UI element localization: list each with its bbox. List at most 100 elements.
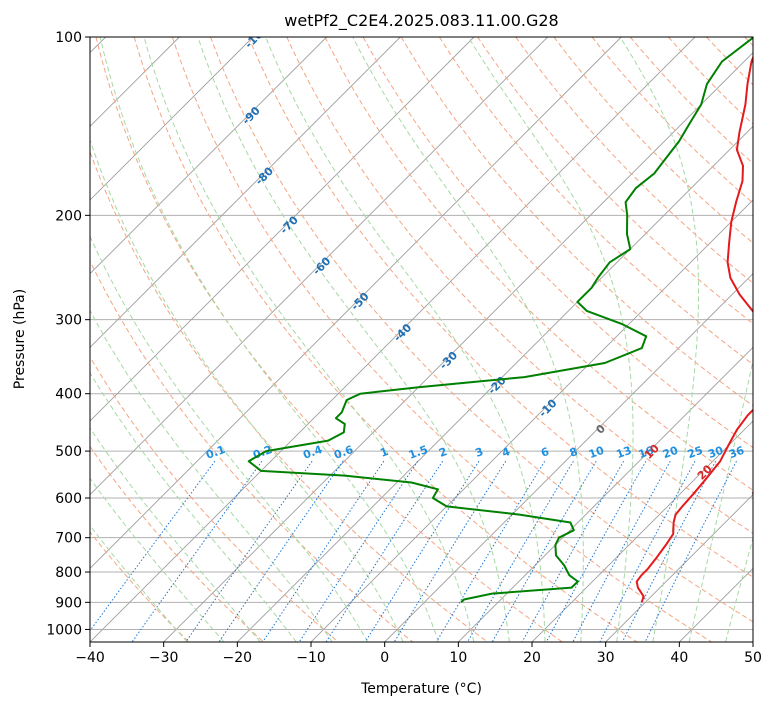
mixing-ratio-line	[521, 460, 625, 642]
mixing-ratio-label: 13	[614, 444, 633, 461]
moist-adiabat-line	[467, 37, 634, 642]
isotherm-line	[237, 125, 753, 642]
mixing-ratio-line	[393, 460, 507, 642]
dry-adiabat-line	[362, 37, 753, 449]
dry-adiabat-line	[90, 259, 414, 642]
isotherm-line	[90, 37, 696, 642]
dry-adiabat-line	[90, 445, 264, 642]
dry-adiabat-line	[90, 531, 190, 642]
moist-adiabat-line	[265, 37, 546, 642]
mixing-ratio-line	[90, 460, 216, 632]
mixing-ratio-label: 30	[706, 444, 725, 462]
dry-adiabat-line	[324, 37, 753, 491]
x-tick-label: 30	[597, 650, 615, 666]
mixing-ratio-label: 20	[661, 444, 680, 462]
mixing-ratio-line	[435, 460, 546, 642]
dry-adiabat-line	[515, 37, 753, 284]
dry-adiabat-line	[133, 37, 638, 642]
mixing-ratio-label: 6	[539, 445, 551, 460]
dry-adiabat-line	[477, 37, 753, 325]
x-axis-ticks: −40 −30 −20 −10 0 10 20 30 40 50	[75, 642, 762, 666]
mixing-ratio-line	[545, 460, 647, 642]
dry-adiabat-line	[171, 37, 712, 642]
chart-title: wetPf2_C2E4.2025.083.11.00.G28	[284, 11, 558, 31]
moist-adiabat-line	[725, 536, 753, 642]
mixing-ratio-line	[298, 460, 419, 642]
dry-adiabat-label: 30	[749, 481, 769, 501]
mixing-ratio-label: 25	[686, 444, 705, 461]
mixing-ratio-line	[262, 460, 385, 642]
isotherm-line	[90, 37, 475, 422]
temperature-profile-line	[635, 55, 753, 603]
x-tick-label: 50	[744, 650, 762, 666]
y-tick-label: 600	[55, 491, 82, 507]
mixing-ratio-line	[599, 460, 696, 642]
x-tick-label: −40	[75, 650, 105, 666]
y-tick-label: 700	[55, 531, 82, 547]
mixing-ratio-line	[131, 460, 263, 642]
y-tick-label: 800	[55, 565, 82, 581]
x-tick-label: −10	[296, 650, 326, 666]
moist-adiabat-line	[90, 235, 369, 642]
dry-adiabat-line	[90, 356, 339, 642]
moist-adiabat-line	[90, 138, 404, 642]
x-tick-label: 10	[449, 650, 467, 666]
mixing-ratio-label: 2	[437, 445, 449, 460]
isotherm-line	[384, 273, 753, 642]
dry-adiabat-line	[90, 150, 488, 642]
mixing-ratio-line	[621, 460, 717, 642]
mixing-ratio-line	[644, 460, 737, 642]
mixing-ratio-label: 36	[727, 444, 746, 462]
mixing-ratio-label: 16	[637, 444, 656, 462]
moist-adiabat-line	[90, 477, 225, 642]
x-tick-label: 0	[380, 650, 389, 666]
isotherm-line	[605, 494, 753, 642]
mixing-ratio-label: 1.5	[407, 443, 430, 462]
x-axis-label: Temperature (°C)	[360, 681, 482, 697]
x-tick-label: 20	[523, 650, 541, 666]
x-tick-label: −30	[149, 650, 179, 666]
x-tick-label: 40	[670, 650, 688, 666]
mixing-ratio-label: 0.4	[301, 443, 324, 462]
y-tick-label: 1000	[46, 622, 82, 638]
y-tick-label: 500	[55, 444, 82, 460]
moist-adiabat-line	[90, 427, 261, 642]
y-axis-ticks: 100 200 300 400 500 600 700 800 900 1000	[46, 30, 90, 638]
dry-adiabat-line	[400, 37, 753, 407]
dry-adiabat-line	[210, 37, 753, 623]
isotherm-line	[90, 37, 548, 496]
dry-adiabat-lines	[90, 37, 753, 642]
plot-frame	[89, 36, 754, 643]
dewpoint-profile-line	[247, 37, 753, 604]
moist-adiabat-line	[99, 37, 439, 642]
mixing-ratio-line	[491, 460, 597, 642]
y-tick-label: 200	[55, 208, 82, 224]
mixing-ratio-line	[467, 460, 574, 642]
isotherm-lines	[90, 37, 753, 642]
dry-adiabat-line	[95, 37, 563, 642]
isotherm-line	[90, 37, 401, 348]
moist-adiabat-line	[90, 371, 297, 642]
isotherm-line	[531, 420, 753, 642]
isotherm-line	[90, 37, 327, 275]
x-tick-label: −20	[223, 650, 253, 666]
dry-adiabat-line	[286, 37, 753, 534]
mixing-ratio-label: 0.6	[332, 443, 355, 462]
mixing-ratio-label: 4	[500, 445, 512, 460]
profile-series	[247, 37, 753, 604]
mixing-ratio-lines	[90, 460, 737, 642]
moist-adiabat-line	[352, 37, 584, 642]
moist-adiabat-line	[90, 309, 333, 642]
mixing-ratio-label: 10	[587, 444, 606, 462]
dry-adiabat-line	[438, 37, 753, 366]
isotherm-line	[458, 346, 753, 642]
mixing-ratio-label: 8	[568, 445, 580, 460]
mixing-ratio-line	[218, 460, 344, 642]
isotherm-line	[90, 37, 622, 569]
y-tick-label: 400	[55, 387, 82, 403]
moist-adiabat-line	[197, 37, 510, 642]
mixing-ratio-line	[572, 460, 671, 642]
mixing-ratio-line	[325, 460, 444, 642]
